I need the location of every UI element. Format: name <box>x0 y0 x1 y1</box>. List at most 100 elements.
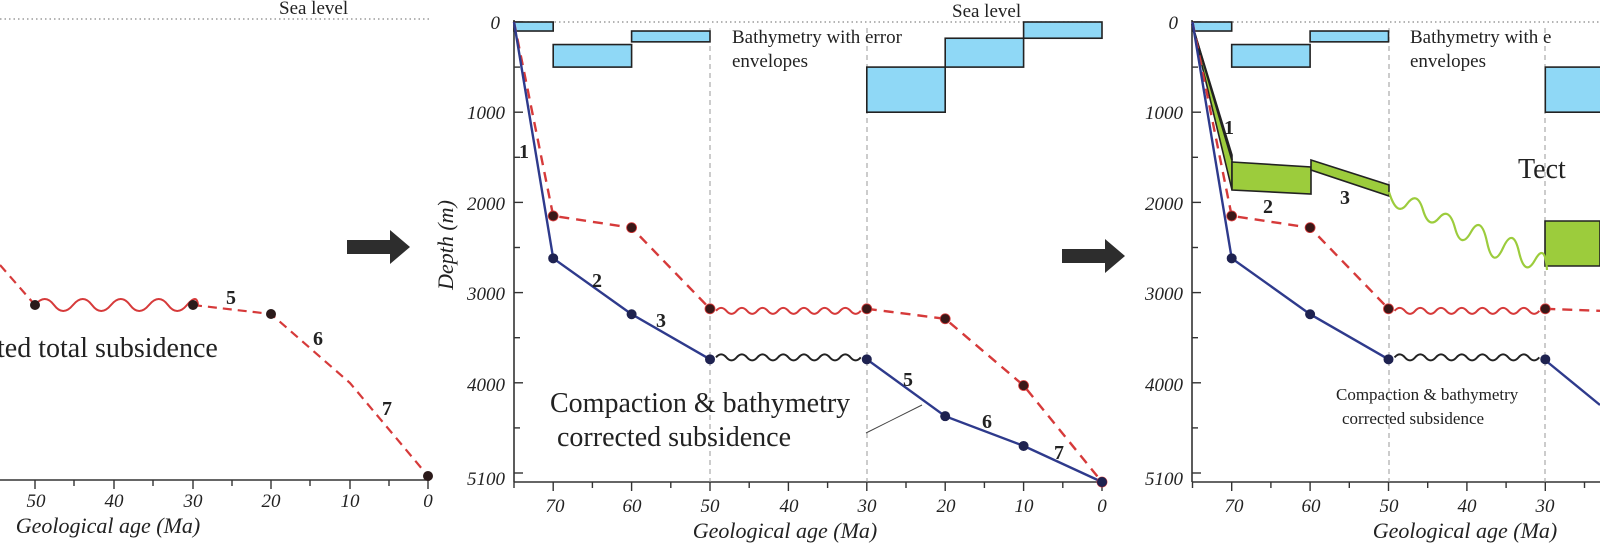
segment-label: 7 <box>1054 442 1064 464</box>
bathymetry-envelope <box>865 66 946 113</box>
data-point <box>1097 477 1107 488</box>
p2-total-subsidence-line <box>866 307 1103 483</box>
p3-y-tick-labels: 0 1000 2000 3000 4000 5100 <box>1144 13 1184 490</box>
tick-label: 2000 <box>467 194 506 215</box>
p3-corrected-subsidence-line <box>1544 359 1600 406</box>
tick-label: 2000 <box>1145 194 1184 215</box>
segment-label: 5 <box>226 287 236 309</box>
tick-label: 40 <box>105 491 125 512</box>
tick-label: 1000 <box>467 103 506 124</box>
data-point <box>1304 222 1316 234</box>
bathymetry-envelope <box>1544 66 1600 113</box>
p2-x-ticks <box>513 482 1103 491</box>
p1-x-tick-labels: 50 40 30 20 10 0 <box>27 491 434 512</box>
p3-bathymetry-envelopes <box>1191 21 1600 113</box>
tick-label: 4000 <box>467 375 506 396</box>
corrected-subsidence-label: corrected subsidence <box>557 422 791 453</box>
p3-x-ticks <box>1191 482 1586 491</box>
tick-label: 70 <box>1225 496 1245 517</box>
callout-line <box>865 404 923 434</box>
data-point <box>1539 303 1551 315</box>
data-point <box>30 300 40 310</box>
bathymetry-label: Bathymetry with e <box>1410 27 1551 48</box>
bathymetry-label: envelopes <box>732 51 808 72</box>
p2-corrected-subsidence-line <box>866 358 1103 484</box>
tectonic-envelope <box>1231 161 1312 195</box>
tectonic-label: Tect <box>1518 154 1566 185</box>
tectonic-envelope <box>1544 220 1600 267</box>
bathymetry-envelope <box>630 30 711 43</box>
tick-label: 1000 <box>1145 103 1184 124</box>
right-arrow-icon <box>347 230 410 264</box>
panel-1: Sea level 50 40 30 20 10 0 Geological ag… <box>0 0 433 538</box>
data-point <box>940 411 951 422</box>
tick-label: 20 <box>937 496 957 517</box>
data-point <box>1018 380 1029 391</box>
tick-label: 0 <box>1169 13 1179 34</box>
p2-data-points <box>547 210 1108 488</box>
tick-label: 50 <box>27 491 47 512</box>
p2-x-axis-title: Geological age (Ma) <box>693 518 878 543</box>
p1-x-ticks <box>34 480 429 489</box>
tick-label: 30 <box>1535 496 1556 517</box>
data-point <box>1383 354 1394 365</box>
p1-total-subsidence-line <box>192 303 429 477</box>
segment-label: 5 <box>903 369 913 391</box>
tick-label: 30 <box>183 491 204 512</box>
tick-label: 0 <box>423 491 433 512</box>
p1-total-subsidence-wavy <box>34 298 199 312</box>
p2-y-axis-title: Depth (m) <box>433 200 458 291</box>
p3-corrected-subsidence-wavy <box>1393 353 1541 362</box>
bathymetry-envelope <box>944 37 1025 68</box>
p3-tectonic-wavy <box>1387 191 1549 271</box>
panel-2: Sea level 0 1000 2000 3000 4000 5100 70 … <box>433 1 1108 543</box>
p3-corrected-subsidence-line <box>1191 21 1390 361</box>
tick-label: 60 <box>623 496 643 517</box>
p2-bathymetry-envelopes <box>513 21 1103 113</box>
data-point <box>626 222 637 234</box>
p1-x-axis-title: Geological age (Ma) <box>16 513 201 538</box>
segment-label: 3 <box>1340 187 1350 209</box>
bathymetry-envelope <box>1309 30 1390 43</box>
right-arrow-icon <box>1062 239 1125 273</box>
segment-label: 1 <box>1224 117 1234 139</box>
data-point <box>705 354 715 365</box>
corrected-subsidence-label: Compaction & bathymetry <box>550 388 850 419</box>
tick-label: 60 <box>1302 496 1322 517</box>
data-point <box>1226 210 1238 222</box>
tick-label: 50 <box>701 496 721 517</box>
data-point <box>423 471 433 481</box>
p3-x-axis-title: Geological age (Ma) <box>1373 518 1558 543</box>
corrected-subsidence-label: corrected subsidence <box>1342 409 1484 428</box>
p1-data-points <box>30 300 433 481</box>
panel-3: 0 1000 2000 3000 4000 5100 70 60 50 40 3… <box>1144 13 1600 543</box>
tick-label: 20 <box>262 491 282 512</box>
tick-label: 5100 <box>1145 469 1184 490</box>
tick-label: 40 <box>780 496 800 517</box>
p1-total-subsidence-line <box>0 264 36 306</box>
total-subsidence-label: ted total subsidence <box>0 333 218 364</box>
bathymetry-envelope <box>513 21 555 32</box>
data-point <box>861 303 873 315</box>
data-point <box>266 309 276 319</box>
p2-total-subsidence-wavy <box>715 306 862 315</box>
segment-label: 2 <box>1263 196 1273 218</box>
corrected-subsidence-label: Compaction & bathymetry <box>1336 385 1519 404</box>
sea-level-label: Sea level <box>952 1 1021 22</box>
tick-label: 0 <box>491 13 501 34</box>
p2-corrected-subsidence-wavy <box>715 353 862 362</box>
data-point <box>547 210 559 222</box>
bathymetry-envelope <box>1022 21 1103 40</box>
tick-label: 3000 <box>1144 284 1184 305</box>
p3-total-subsidence-wavy <box>1393 306 1541 315</box>
bathymetry-envelope <box>552 43 633 68</box>
bathymetry-label: Bathymetry with error <box>732 27 903 48</box>
data-point <box>1383 303 1394 315</box>
p3-tectonic-envelopes <box>1191 23 1600 267</box>
data-point <box>548 253 559 264</box>
segment-label: 3 <box>656 310 666 332</box>
tick-label: 5100 <box>467 469 506 490</box>
tick-label: 0 <box>1097 496 1107 517</box>
data-point <box>1540 354 1551 365</box>
data-point <box>939 313 951 325</box>
